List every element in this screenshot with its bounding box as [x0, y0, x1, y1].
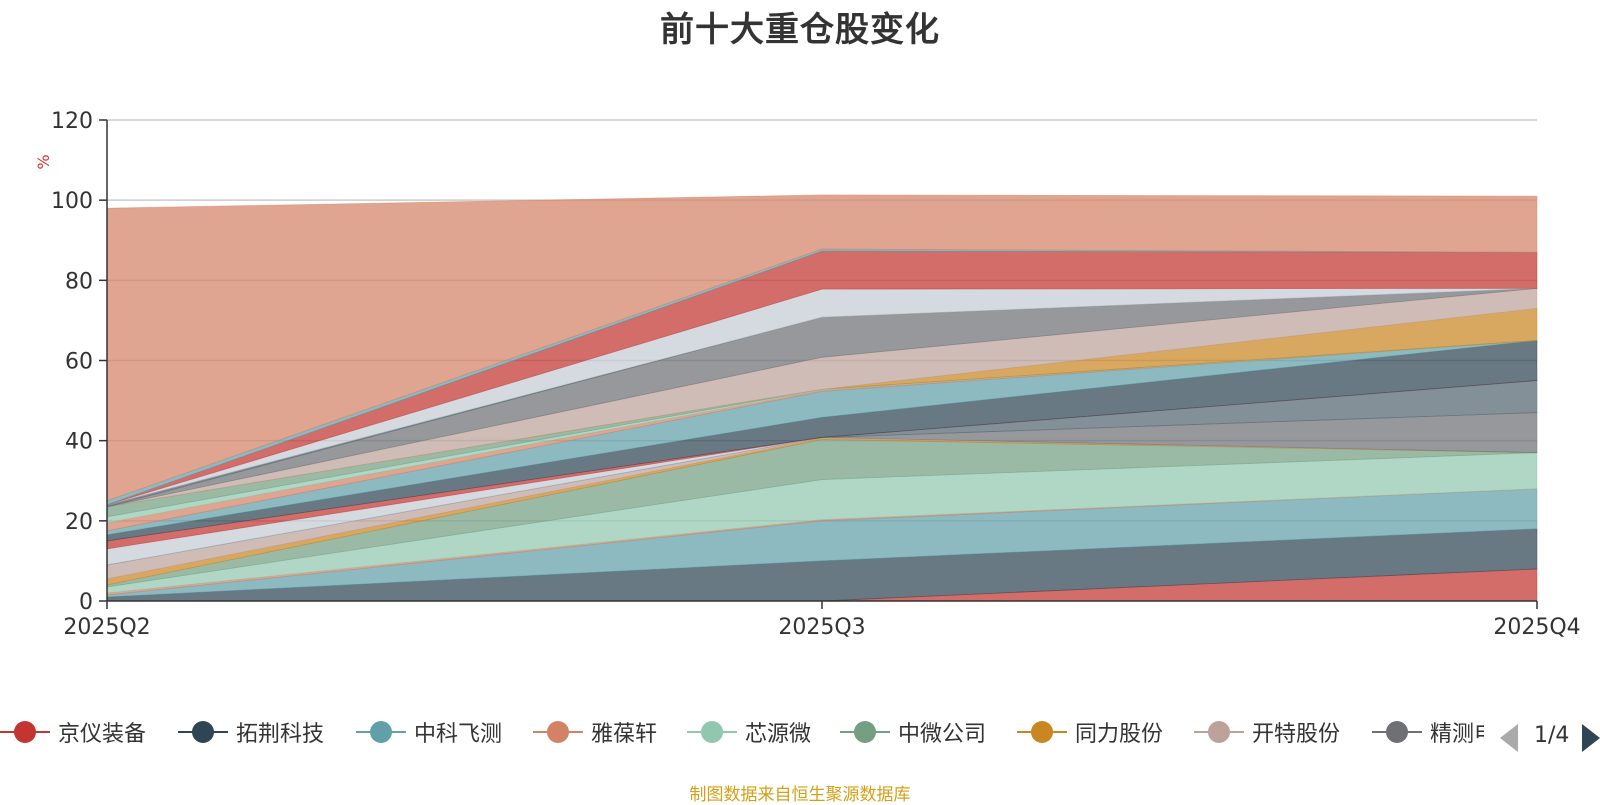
legend-marker-icon — [1194, 716, 1244, 748]
stacked-areas — [106, 194, 1538, 602]
legend-item[interactable]: 开特股份 — [1194, 716, 1340, 748]
y-tick-label: 100 — [51, 189, 93, 214]
y-axis-unit-label: % — [34, 154, 53, 169]
y-tick-label: 0 — [79, 590, 93, 615]
legend-item[interactable]: 同力股份 — [1017, 716, 1163, 748]
legend-label: 雅葆轩 — [591, 722, 658, 747]
legend-label: 芯源微 — [745, 722, 812, 747]
x-tick-label: 2025Q2 — [63, 615, 150, 640]
y-tick-label: 40 — [65, 430, 93, 455]
legend-item[interactable]: 京仪装备 — [0, 716, 146, 748]
legend-page-indicator: 1/4 — [1534, 723, 1570, 748]
legend-marker-icon — [178, 716, 228, 748]
y-tick-label: 60 — [65, 350, 93, 375]
legend: 京仪装备 拓荆科技 中科飞测 雅葆轩 芯源微 中微公司 同力股份 开特股份 精测电子 — [0, 716, 1600, 756]
legend-item[interactable]: 精测电子 — [1372, 716, 1484, 748]
x-tick-label: 2025Q3 — [778, 615, 865, 640]
legend-marker-icon — [1372, 716, 1422, 748]
legend-prev-page-button[interactable] — [1500, 724, 1518, 752]
legend-marker-icon — [840, 716, 890, 748]
legend-label: 京仪装备 — [58, 722, 147, 747]
legend-marker-icon — [687, 716, 737, 748]
legend-label: 中科飞测 — [414, 722, 503, 747]
source-note: 制图数据来自恒生聚源数据库 — [689, 785, 911, 805]
axes: 0 20 40 60 80 100 120 2025Q2 2025Q3 2025Q4 — [51, 109, 1581, 640]
legend-label: 拓荆科技 — [236, 722, 325, 747]
legend-item[interactable]: 中科飞测 — [356, 716, 502, 748]
legend-pager: 1/4 — [1500, 720, 1600, 752]
legend-next-page-button[interactable] — [1582, 724, 1600, 752]
legend-marker-icon — [533, 716, 583, 748]
legend-item[interactable]: 芯源微 — [687, 716, 811, 748]
y-tick-label: 20 — [65, 510, 93, 535]
chart-title: 前十大重仓股变化 — [660, 10, 940, 50]
legend-item[interactable]: 中微公司 — [840, 716, 986, 748]
y-tick-label: 120 — [51, 109, 93, 134]
legend-label: 同力股份 — [1075, 722, 1164, 747]
legend-label: 中微公司 — [898, 722, 987, 747]
legend-label: 开特股份 — [1252, 722, 1341, 747]
legend-item[interactable]: 拓荆科技 — [178, 716, 324, 748]
legend-marker-icon — [0, 716, 50, 748]
y-tick-label: 80 — [65, 269, 93, 294]
x-tick-label: 2025Q4 — [1493, 615, 1580, 640]
legend-label: 精测电子 — [1430, 722, 1484, 747]
legend-marker-icon — [1017, 716, 1067, 748]
chart-plot: 0 20 40 60 80 100 120 2025Q2 2025Q3 2025Q4 % — [34, 109, 1581, 640]
legend-item[interactable]: 雅葆轩 — [533, 716, 657, 748]
legend-items: 京仪装备 拓荆科技 中科飞测 雅葆轩 芯源微 中微公司 同力股份 开特股份 精测电子 — [0, 716, 1484, 756]
legend-marker-icon — [356, 716, 406, 748]
